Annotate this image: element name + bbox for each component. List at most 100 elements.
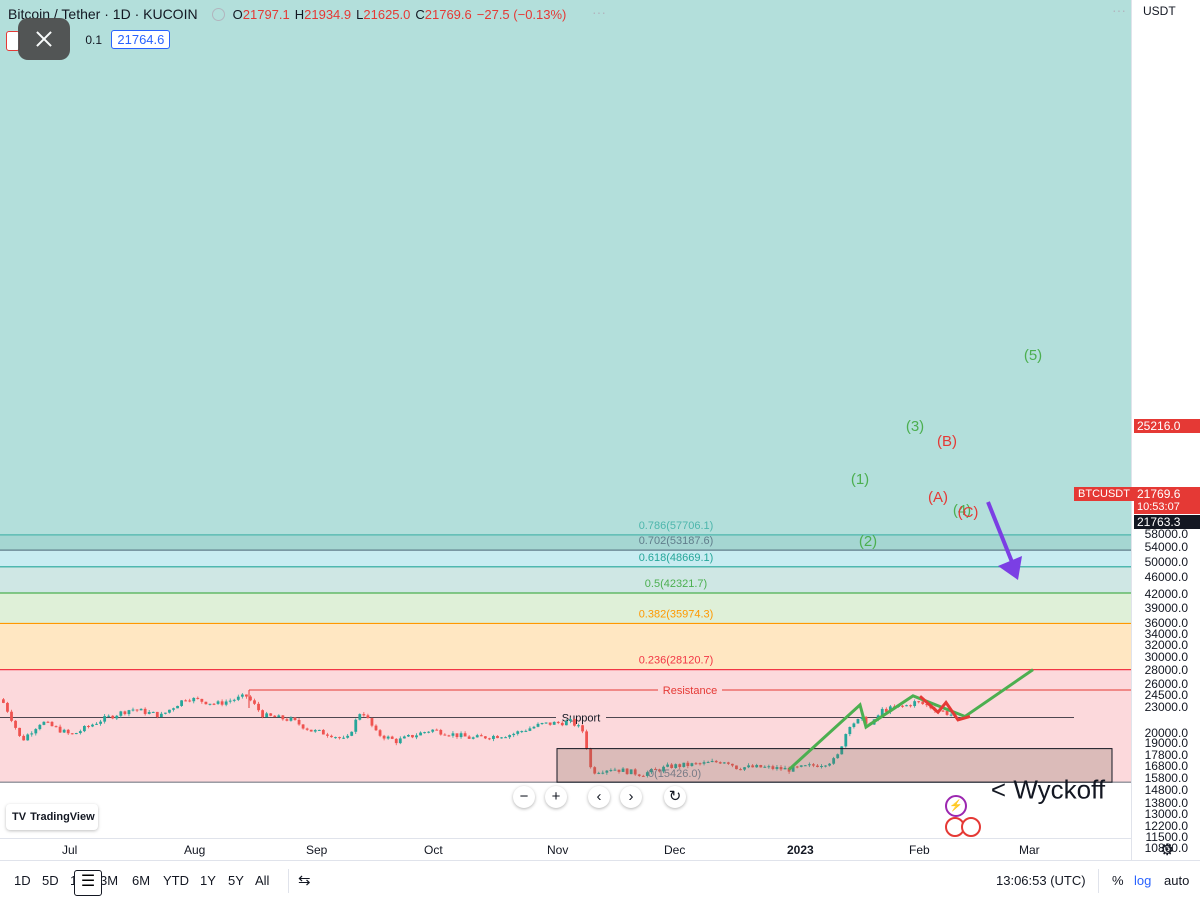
time-axis[interactable] <box>0 838 1131 861</box>
buy-price-button[interactable]: 21764.6 <box>111 30 171 49</box>
candle-7 <box>30 733 34 735</box>
date-range-calendar-icon[interactable]: ⇆ <box>298 872 311 889</box>
candle-157 <box>637 774 641 776</box>
candle-226 <box>917 701 921 703</box>
correction-wave-path <box>919 695 971 722</box>
scroll-right-button[interactable]: › <box>620 786 642 808</box>
candle-64 <box>261 710 264 718</box>
candle-71 <box>289 717 293 721</box>
more-ellipsis-icon[interactable]: ··· <box>1112 2 1126 18</box>
candle-133 <box>540 723 544 725</box>
ellipsis-icon[interactable]: ··· <box>592 4 606 20</box>
lightning-event-icon[interactable]: ⚡ <box>945 795 967 817</box>
candle-117 <box>475 735 479 738</box>
candle-182 <box>739 769 742 771</box>
candle-196 <box>795 766 799 768</box>
range-button-1y[interactable]: 1Y <box>200 873 216 888</box>
candle-173 <box>702 762 706 764</box>
candle-171 <box>694 763 698 765</box>
candle-56 <box>228 700 232 702</box>
reset-chart-button[interactable]: ↻ <box>664 786 686 808</box>
candle-78 <box>317 729 321 731</box>
candle-44 <box>180 700 183 706</box>
range-button-ytd[interactable]: YTD <box>163 873 189 888</box>
candle-149 <box>605 770 609 773</box>
time-axis-label-4: Nov <box>547 843 569 857</box>
support-label-bg <box>556 710 606 724</box>
scroll-left-button[interactable]: ‹ <box>588 786 610 808</box>
candle-43 <box>176 705 179 709</box>
candle-192 <box>779 767 783 770</box>
candle-145 <box>589 748 593 768</box>
crosshair-price-tag: 21763.3 <box>1134 515 1200 529</box>
candle-68 <box>277 715 281 718</box>
percent-toggle[interactable]: % <box>1112 873 1124 888</box>
visibility-dot-icon[interactable] <box>212 8 225 21</box>
utc-clock[interactable]: 13:06:53 (UTC) <box>996 873 1086 888</box>
log-toggle[interactable]: log <box>1134 873 1152 888</box>
range-button-3m[interactable]: 3M <box>100 873 119 888</box>
candle-203 <box>824 765 827 767</box>
candle-110 <box>447 735 451 737</box>
price-axis-label-24: 10860.0 <box>1144 840 1188 855</box>
close-icon[interactable] <box>18 18 70 60</box>
candle-179 <box>726 762 730 764</box>
candle-23 <box>95 723 98 725</box>
candle-106 <box>431 729 435 732</box>
fib-label-0.5: 0.5(42321.7) <box>645 578 707 590</box>
zoom-in-button[interactable]: + <box>545 786 567 808</box>
candle-24 <box>99 721 102 724</box>
candle-62 <box>253 700 256 704</box>
candle-224 <box>909 705 912 707</box>
ohlc-value-4: −27.5 (−0.13%) <box>476 7 567 22</box>
candle-141 <box>573 719 576 726</box>
candle-77 <box>313 730 317 732</box>
candle-228 <box>925 704 929 706</box>
candle-205 <box>832 758 836 764</box>
candle-146 <box>593 767 597 774</box>
candle-13 <box>54 726 58 728</box>
time-axis-label-2: Sep <box>306 843 328 857</box>
candle-19 <box>78 731 82 734</box>
range-button-6m[interactable]: 6M <box>132 873 151 888</box>
candle-188 <box>763 766 767 768</box>
menu-lines-icon[interactable]: ☰ <box>74 870 102 896</box>
economic-event-flag-icon-2[interactable] <box>961 817 981 837</box>
candle-100 <box>407 734 410 737</box>
candle-143 <box>581 725 584 732</box>
fib-band-top <box>0 0 1131 535</box>
ohlc-value-2: 21625.0 <box>363 7 411 22</box>
zoom-out-button[interactable]: − <box>513 786 535 808</box>
candle-164 <box>666 764 669 767</box>
range-button-5d[interactable]: 5D <box>42 873 59 888</box>
candle-163 <box>662 766 665 772</box>
range-button-all[interactable]: All <box>255 873 270 888</box>
candle-234 <box>949 714 953 716</box>
candle-66 <box>269 713 273 716</box>
candle-202 <box>820 765 823 767</box>
auto-toggle[interactable]: auto <box>1164 873 1190 888</box>
fib-band-0.236 <box>0 669 1131 783</box>
wave-label-3: (3) <box>906 418 924 435</box>
candle-83 <box>338 737 341 739</box>
candle-82 <box>334 737 337 739</box>
drawings-layer: < Wyckoff (1) (2) (3) (4) (5) (A) (B) (C) <box>556 347 1113 805</box>
price-axis-label-1: 54000.0 <box>1144 540 1188 555</box>
price-axis-label-11: 26000.0 <box>1144 677 1188 692</box>
candle-48 <box>196 697 200 699</box>
range-button-5y[interactable]: 5Y <box>228 873 244 888</box>
candle-162 <box>658 769 661 772</box>
candle-129 <box>524 730 528 732</box>
candle-2 <box>10 711 13 721</box>
candle-54 <box>220 701 224 705</box>
candle-189 <box>767 766 771 768</box>
candle-168 <box>682 762 686 767</box>
candle-97 <box>394 738 398 744</box>
candle-87 <box>354 719 358 732</box>
range-button-1d[interactable]: 1D <box>14 873 31 888</box>
settings-gear-icon[interactable]: ⚙ <box>1160 842 1175 859</box>
fib-label-0.702: 0.702(53187.6) <box>639 535 714 547</box>
candle-46 <box>188 700 192 702</box>
symbol-tag: BTCUSDT <box>1074 487 1134 501</box>
